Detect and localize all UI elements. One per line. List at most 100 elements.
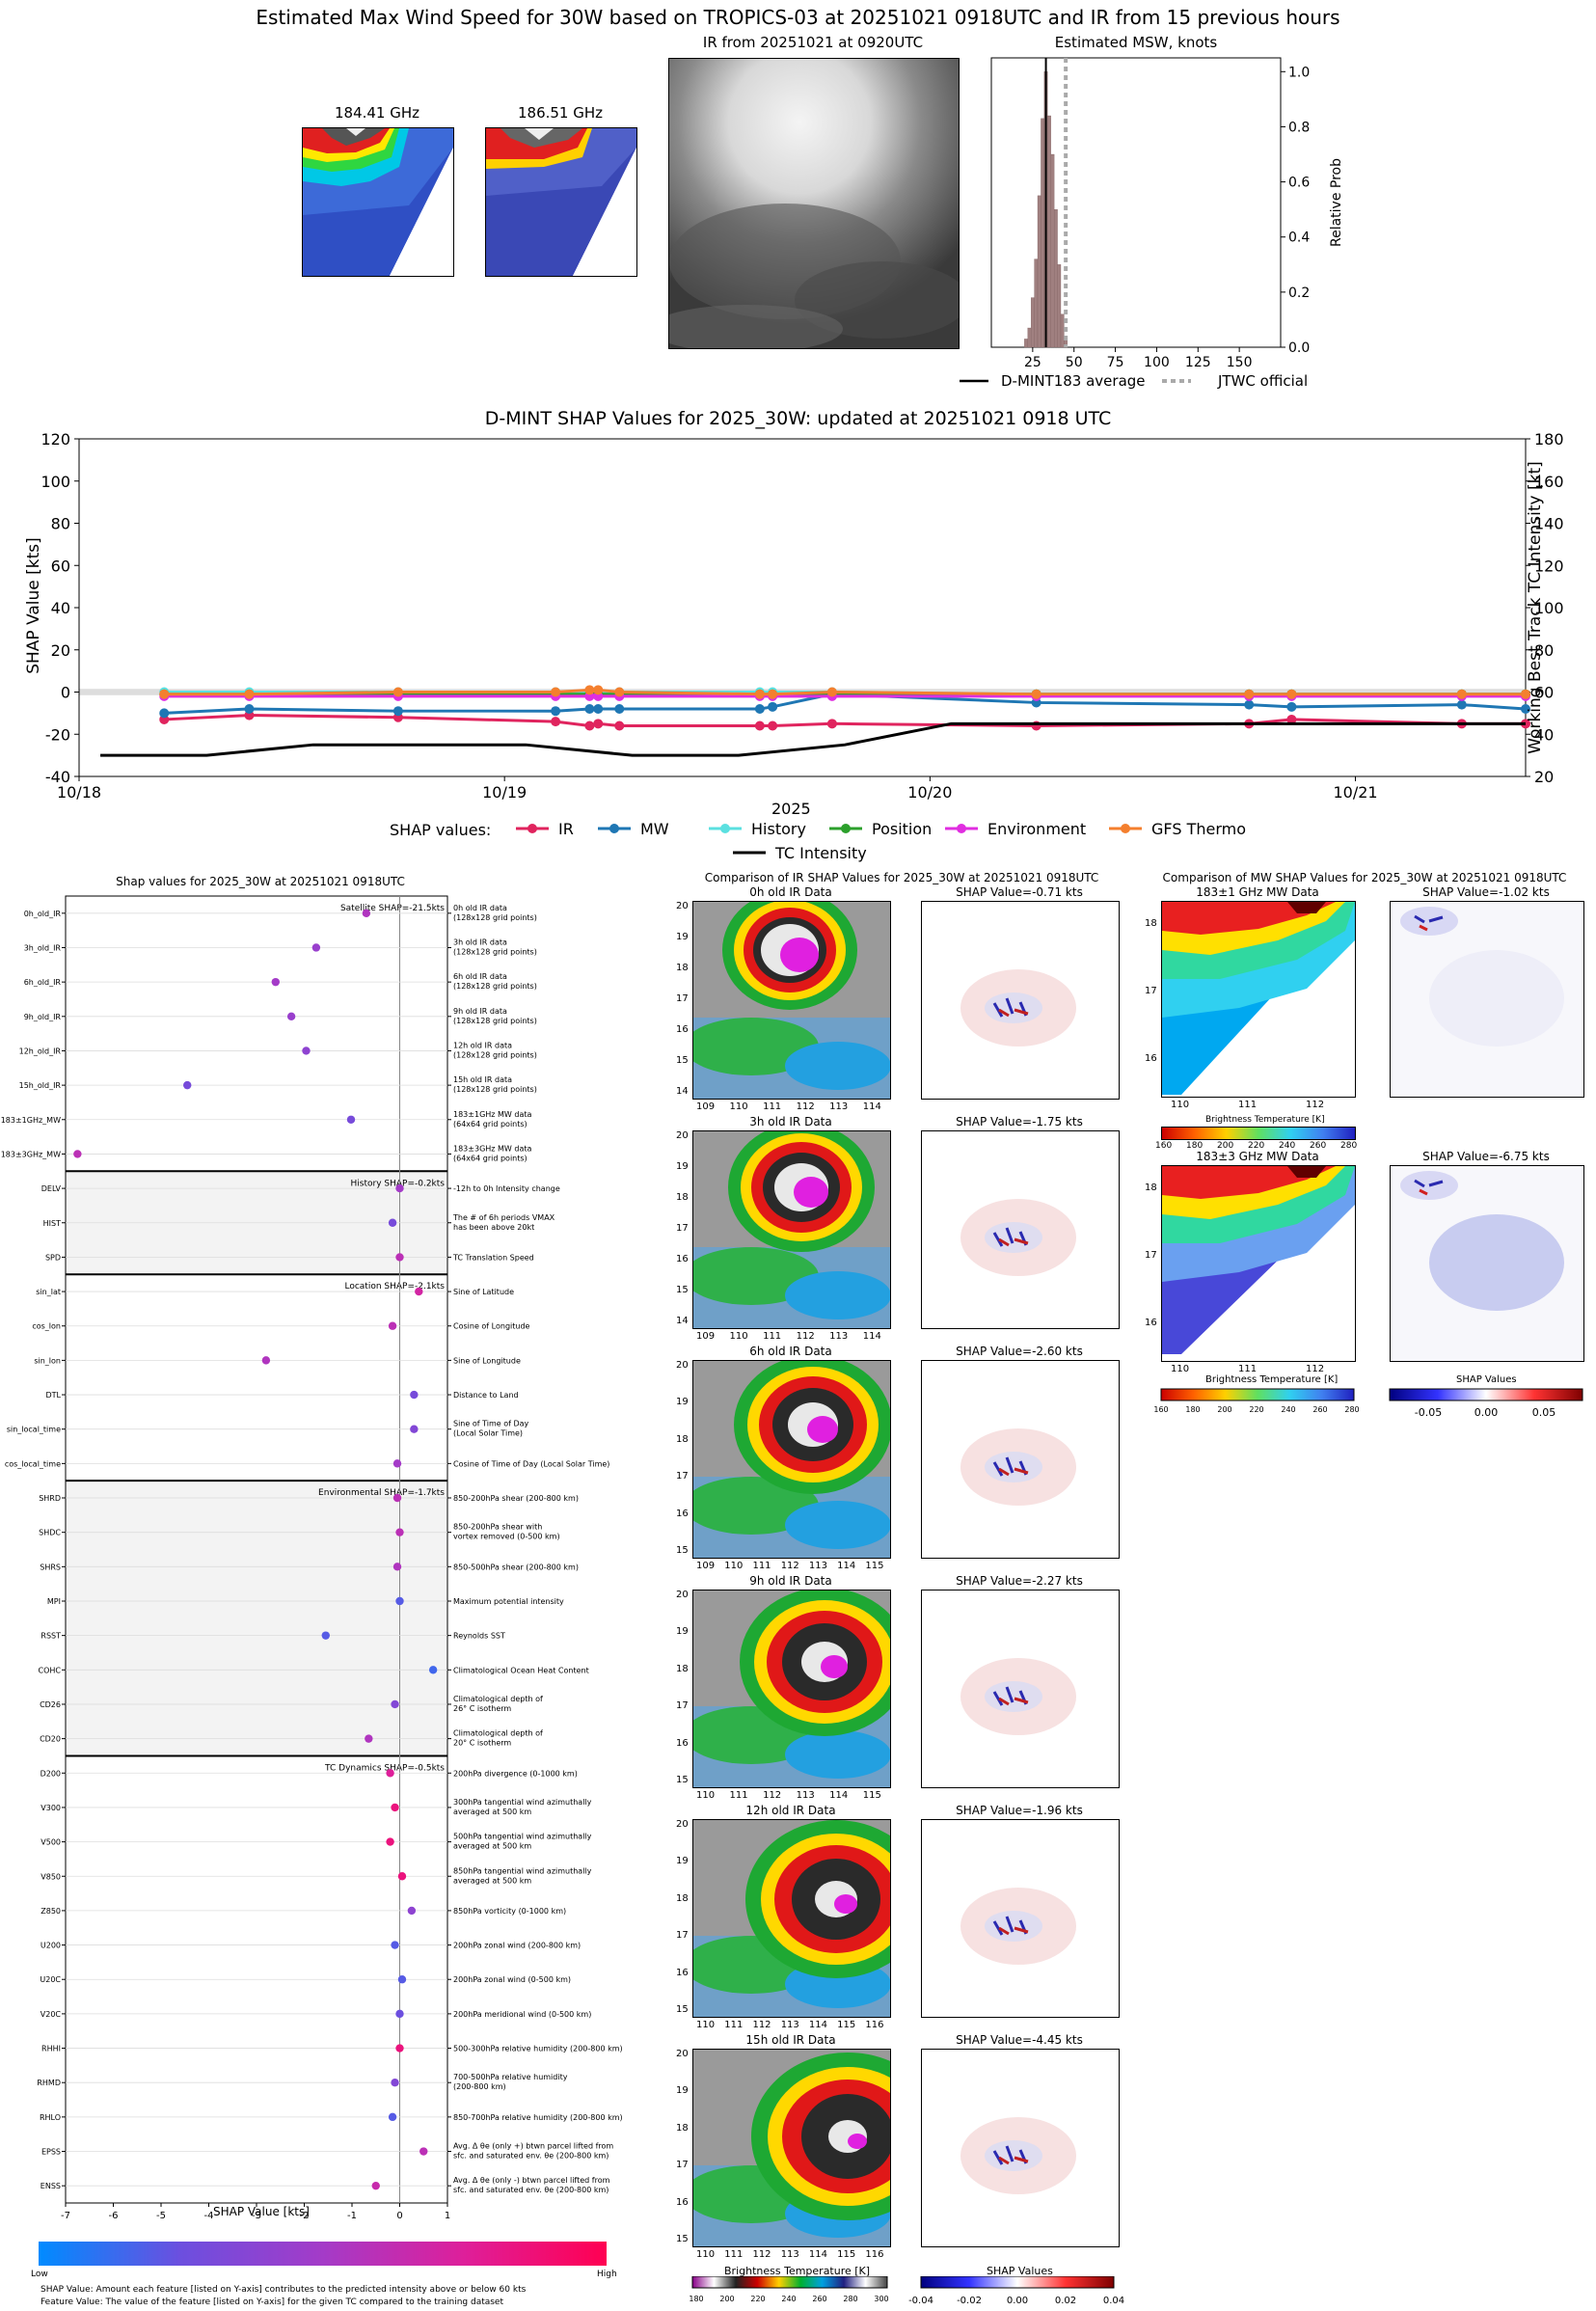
feature-label: 12h_old_IR	[19, 1047, 62, 1055]
feature-label: sin_local_time	[7, 1426, 61, 1434]
ir-cb-label: Brightness Temperature [K]	[724, 2265, 871, 2277]
series-point-MW	[159, 708, 170, 719]
feature-desc: 850hPa tangential wind azimuthally	[453, 1866, 592, 1875]
series-point-GFS Thermo	[754, 689, 765, 699]
ir-cb-tick: 260	[812, 2295, 826, 2303]
feature-point	[395, 2009, 404, 2019]
series-point-GFS Thermo	[593, 685, 604, 695]
ir-cb-tick: 220	[750, 2295, 765, 2303]
ir-shap-cb-label: SHAP Values	[987, 2265, 1053, 2277]
series-point-IR	[551, 717, 561, 727]
series-point-MW	[551, 706, 561, 717]
mw-shap-colorbar	[1389, 1388, 1583, 1401]
feature-point	[321, 1631, 330, 1640]
mw-cb-tick: 280	[1340, 1141, 1358, 1151]
feature-desc: averaged at 500 km	[453, 1808, 531, 1816]
ir-ytick-label: 15	[676, 2004, 689, 2015]
ir-top-field	[669, 59, 959, 348]
hist-bar	[1047, 115, 1051, 348]
legend-label-GFS Thermo: GFS Thermo	[1151, 820, 1246, 838]
hist-ytick-label: 0.8	[1288, 120, 1310, 135]
mw-shap-cb-tick: 0.05	[1532, 1406, 1556, 1419]
feature-label: RHMD	[37, 2079, 61, 2087]
feature-point	[410, 1425, 419, 1433]
feature-label: cos_local_time	[5, 1459, 61, 1468]
ir-xtick-label: 113	[829, 1331, 849, 1342]
ts-ytick-label: 120	[41, 430, 70, 449]
ir-xtick-label: 109	[696, 1101, 716, 1112]
hist-bar	[1041, 118, 1045, 348]
hist-xtick-label: 125	[1185, 355, 1211, 370]
ir-data-image	[692, 901, 891, 1100]
feature-point	[391, 1803, 399, 1812]
series-point-IR	[614, 720, 625, 731]
ir-shap-image	[921, 2049, 1120, 2247]
feature-point	[419, 2147, 428, 2156]
feature-point	[397, 1872, 407, 1881]
feature-desc: Avg. Δ θe (only +) btwn parcel lifted fr…	[453, 2142, 613, 2151]
ir-ytick-label: 18	[676, 1663, 689, 1674]
mw-shap-cb-tick: -0.05	[1415, 1406, 1442, 1419]
ir-xtick-label: 113	[829, 1101, 849, 1112]
feature-point	[392, 1563, 402, 1571]
ts-ytick-label: -20	[45, 725, 70, 744]
mw-shap-image	[1390, 901, 1584, 1098]
ir-data-image	[692, 1130, 891, 1329]
mw-cb-tick: 160	[1155, 1141, 1173, 1151]
feature-point	[428, 1666, 438, 1674]
mw-cb-tick: 260	[1310, 1141, 1327, 1151]
shap-ts-title: D-MINT SHAP Values for 2025_30W: updated…	[484, 408, 1112, 429]
ir-ytick-label: 16	[676, 1254, 689, 1264]
ir-data-title: 6h old IR Data	[749, 1345, 832, 1358]
ir-ytick-label: 15	[676, 1055, 689, 1066]
series-point-MW	[614, 704, 625, 714]
ir-xtick-label: 110	[696, 2249, 716, 2260]
mw-data-image	[1161, 1165, 1356, 1362]
feature-desc: (64x64 grid points)	[453, 1154, 527, 1162]
feature-desc: 850-700hPa relative humidity (200-800 km…	[453, 2113, 623, 2122]
feature-label: MPI	[47, 1597, 61, 1606]
mw-colorbar-row1	[1161, 1127, 1356, 1140]
ir-xtick-label: 115	[837, 2020, 856, 2030]
ir-shap-title: SHAP Value=-0.71 kts	[956, 885, 1083, 899]
hist-bar	[1030, 297, 1035, 348]
ir-data-image	[692, 2049, 891, 2247]
ir-ytick-label: 19	[676, 1856, 689, 1867]
mw-shap-title: SHAP Value=-6.75 kts	[1422, 1150, 1550, 1163]
ir-xtick-label: 112	[752, 2020, 771, 2030]
ir-ytick-label: 14	[676, 1316, 689, 1326]
ir-data-image	[692, 1590, 891, 1788]
feature-desc: 200hPa zonal wind (200-800 km)	[453, 1942, 581, 1950]
ir-ytick-label: 19	[676, 1161, 689, 1172]
mw-data-image	[1161, 901, 1356, 1098]
feature-desc: 200hPa zonal wind (0-500 km)	[453, 1975, 571, 1984]
feature-point	[183, 1080, 192, 1090]
ir-xtick-label: 113	[780, 2249, 799, 2260]
series-point-MW	[392, 706, 403, 717]
ts-y2tick-label: 80	[1534, 641, 1554, 660]
hist-ytick-label: 0.6	[1288, 176, 1310, 191]
mw-186-title: 186.51 GHz	[517, 104, 604, 122]
series-point-GFS Thermo	[768, 689, 778, 699]
feature-point	[386, 1837, 394, 1846]
shap-ts-xlabel: 2025	[771, 800, 811, 818]
ir-xtick-label: 110	[724, 1561, 744, 1571]
ir-top-image	[668, 58, 960, 349]
feature-point	[397, 1975, 407, 1984]
series-point-GFS Thermo	[1244, 689, 1255, 699]
mw-cb-tick: 200	[1217, 1405, 1231, 1414]
mw-cb-tick: 280	[1344, 1405, 1359, 1414]
bee-xtick-label: 1	[445, 2211, 450, 2221]
mw-184-image	[302, 127, 454, 277]
ir-colorbar	[691, 2276, 888, 2289]
feature-label: SHRS	[40, 1563, 61, 1571]
ts-legend: IR MW History Position Environment GFS Thermo…	[516, 820, 1246, 862]
ir-ytick-label: 17	[676, 993, 689, 1004]
feature-label: EPSS	[41, 2148, 61, 2157]
feature-desc: 850-500hPa shear (200-800 km)	[453, 1563, 579, 1571]
group-label: TC Dynamics SHAP=-0.5kts	[324, 1763, 445, 1773]
series-point-GFS Thermo	[1031, 689, 1041, 699]
mw-cb-tick: 240	[1281, 1405, 1295, 1414]
ir-shap-image	[921, 901, 1120, 1100]
feature-desc: Climatological depth of	[453, 1695, 543, 1703]
